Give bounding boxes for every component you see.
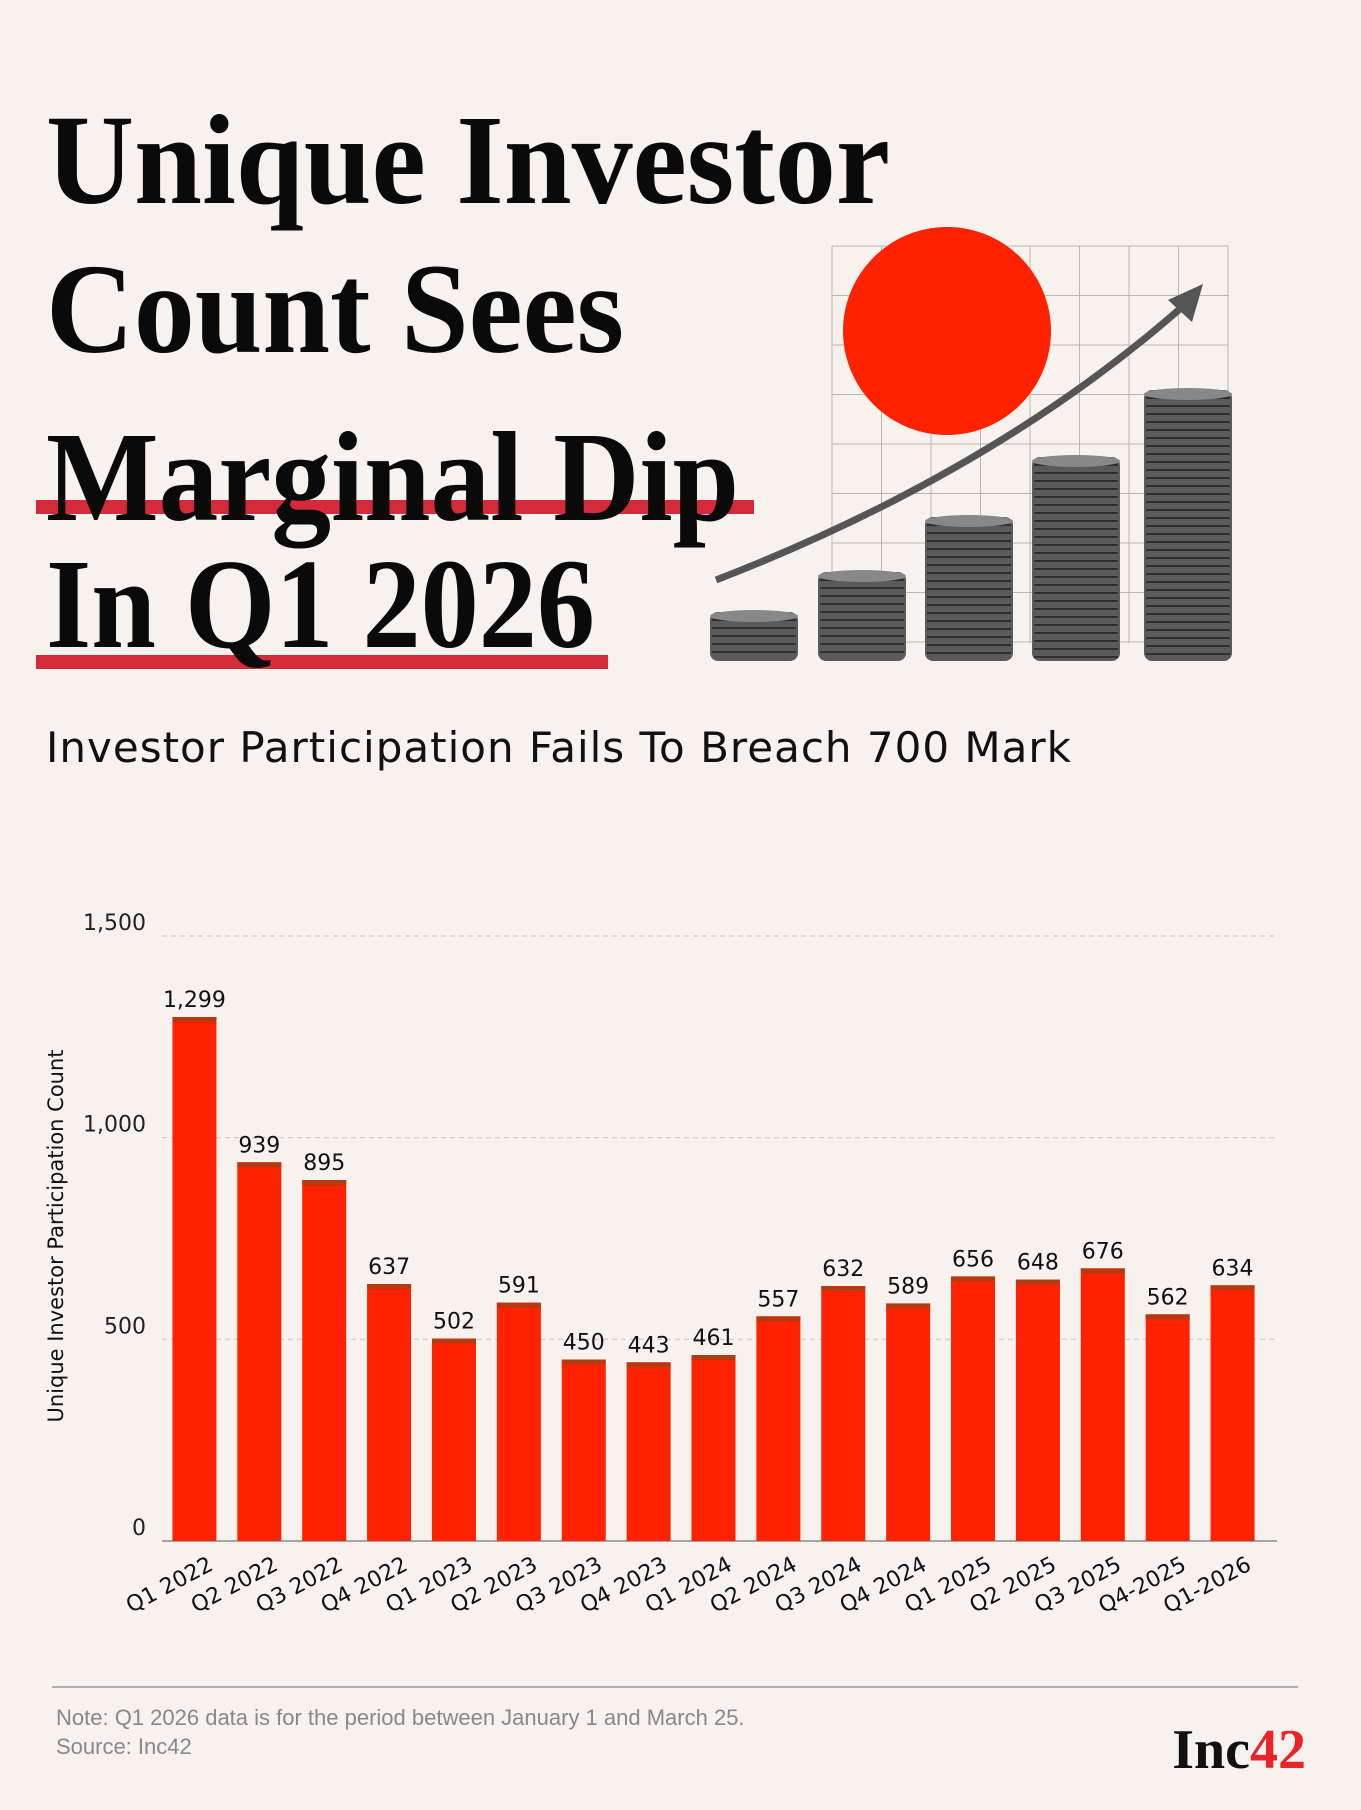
value-label: 443 bbox=[628, 1333, 670, 1358]
value-label: 676 bbox=[1082, 1239, 1124, 1264]
bar bbox=[367, 1284, 412, 1541]
value-label: 461 bbox=[693, 1326, 735, 1351]
value-label: 634 bbox=[1212, 1256, 1254, 1281]
title-line: Count Sees bbox=[46, 238, 624, 380]
bar bbox=[951, 1276, 996, 1541]
highlight bbox=[36, 655, 608, 669]
bar bbox=[1015, 1279, 1060, 1541]
note: Note: Q1 2026 data is for the period bet… bbox=[56, 1705, 745, 1730]
bar-cap bbox=[1015, 1279, 1060, 1285]
bar-cap bbox=[756, 1316, 801, 1322]
coin-top bbox=[1144, 388, 1232, 400]
y-axis-label: Unique Investor Participation Count bbox=[44, 1049, 68, 1422]
bar bbox=[302, 1180, 347, 1541]
coin-top bbox=[925, 515, 1013, 527]
bar-cap bbox=[1210, 1285, 1255, 1291]
arrow bbox=[714, 297, 1193, 584]
value-label: 589 bbox=[887, 1274, 929, 1299]
coin-stack bbox=[1032, 457, 1120, 661]
bar-cap bbox=[1080, 1268, 1125, 1274]
value-label: 562 bbox=[1147, 1285, 1189, 1310]
bar-cap bbox=[302, 1180, 347, 1186]
bar-cap bbox=[821, 1286, 866, 1292]
bar bbox=[886, 1303, 931, 1541]
y-tick-label: 500 bbox=[104, 1314, 146, 1339]
logo-text: Inc bbox=[1172, 1719, 1250, 1781]
value-label: 637 bbox=[368, 1255, 410, 1280]
value-label: 1,299 bbox=[163, 988, 226, 1013]
bar-cap bbox=[951, 1276, 996, 1282]
bar bbox=[626, 1362, 671, 1541]
bar bbox=[172, 1017, 217, 1541]
bar-cap bbox=[431, 1338, 476, 1344]
y-tick-label: 1,000 bbox=[83, 1113, 146, 1138]
bar-cap bbox=[172, 1017, 217, 1023]
bar-cap bbox=[367, 1284, 412, 1290]
coin-top bbox=[818, 570, 906, 582]
source: Source: Inc42 bbox=[56, 1734, 192, 1759]
value-label: 939 bbox=[238, 1133, 280, 1158]
title-line: In Q1 2026 bbox=[46, 533, 595, 675]
arrow-head bbox=[1168, 284, 1203, 322]
value-label: 656 bbox=[952, 1247, 994, 1272]
logo-accent: 42 bbox=[1250, 1719, 1306, 1781]
bar bbox=[756, 1316, 801, 1541]
bar bbox=[691, 1355, 736, 1541]
bar bbox=[821, 1286, 866, 1541]
red-circle bbox=[843, 227, 1051, 435]
bar-cap bbox=[1145, 1314, 1190, 1320]
value-label: 632 bbox=[822, 1257, 864, 1282]
value-label: 895 bbox=[303, 1151, 345, 1176]
bar bbox=[561, 1359, 606, 1541]
value-label: 502 bbox=[433, 1310, 475, 1335]
bar-cap bbox=[237, 1162, 282, 1168]
highlight bbox=[36, 500, 754, 514]
bar-cap bbox=[496, 1302, 541, 1308]
logo: Inc42 bbox=[1172, 1719, 1306, 1781]
bar bbox=[1210, 1285, 1255, 1541]
illustration bbox=[710, 227, 1232, 661]
value-label: 648 bbox=[1017, 1251, 1059, 1276]
coin-top bbox=[710, 610, 798, 622]
y-tick-label: 1,500 bbox=[83, 911, 146, 936]
bar bbox=[431, 1338, 476, 1541]
coin-top bbox=[1032, 455, 1120, 467]
bar bbox=[1145, 1314, 1190, 1541]
bar bbox=[237, 1162, 282, 1541]
coin-stack bbox=[818, 572, 906, 661]
bar bbox=[1080, 1268, 1125, 1541]
bar-cap bbox=[886, 1303, 931, 1309]
title-line: Marginal Dip bbox=[46, 406, 739, 548]
bar-cap bbox=[626, 1362, 671, 1368]
value-label: 450 bbox=[563, 1331, 605, 1356]
bar bbox=[496, 1302, 541, 1541]
bar-cap bbox=[691, 1355, 736, 1361]
subtitle: Investor Participation Fails To Breach 7… bbox=[46, 723, 1072, 772]
y-tick-label: 0 bbox=[132, 1516, 146, 1541]
value-label: 591 bbox=[498, 1274, 540, 1299]
value-label: 557 bbox=[757, 1287, 799, 1312]
bar-cap bbox=[561, 1359, 606, 1365]
title-line: Unique Investor bbox=[46, 89, 890, 231]
